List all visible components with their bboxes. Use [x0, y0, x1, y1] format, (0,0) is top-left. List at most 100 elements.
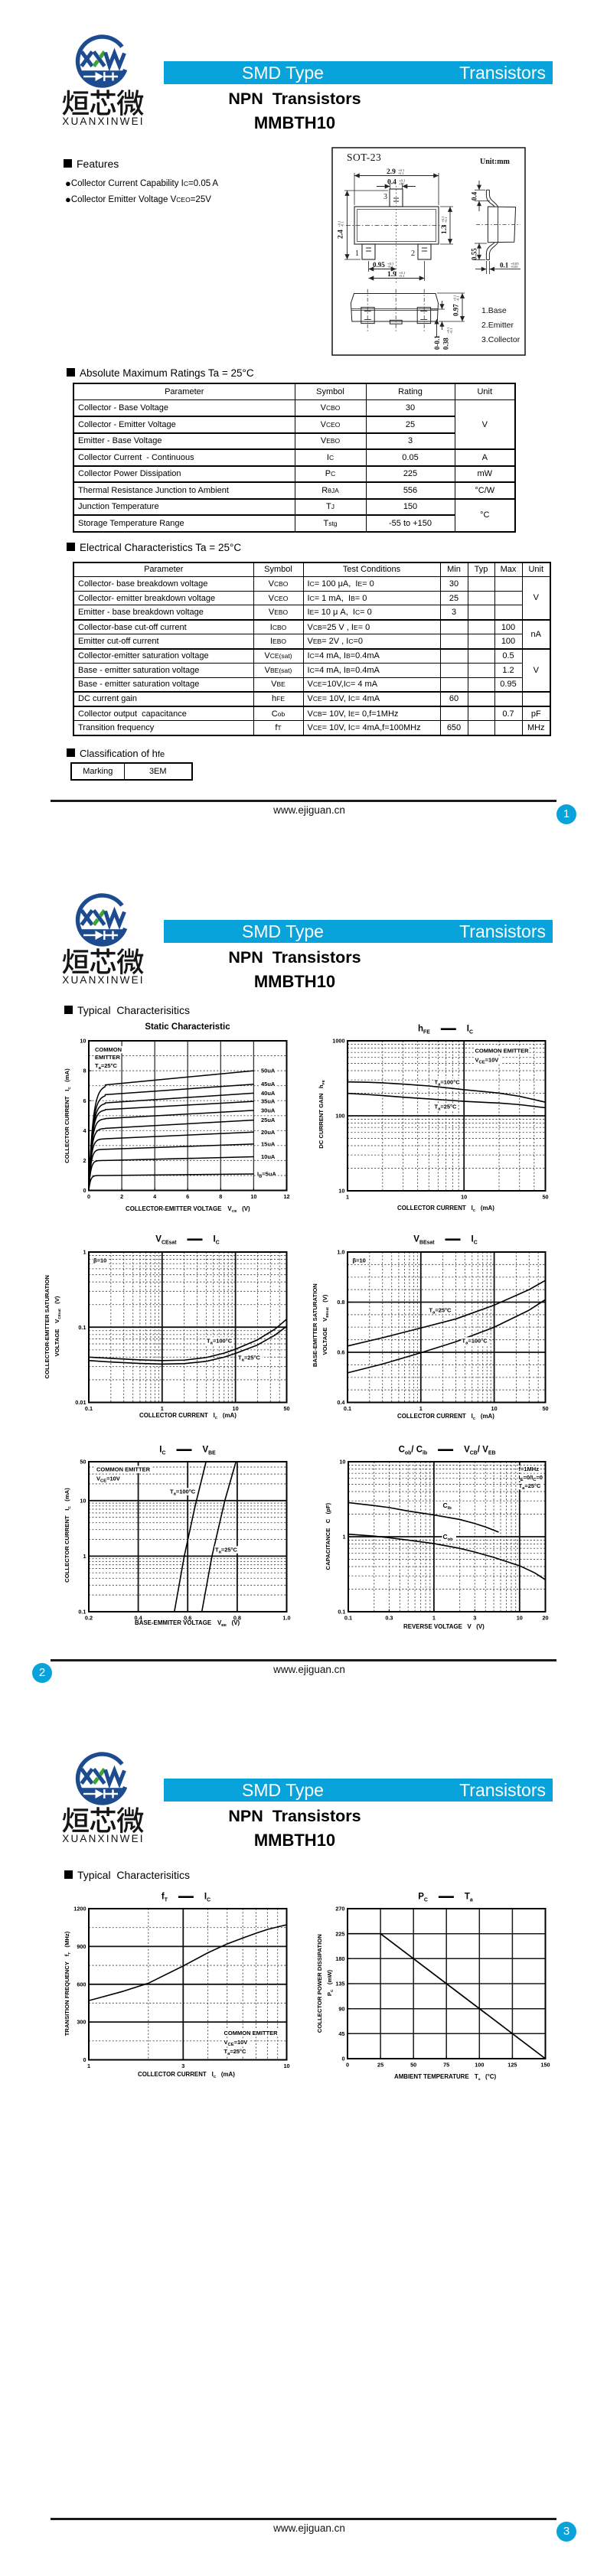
svg-text:0: 0 — [341, 2056, 344, 2062]
svg-text:1200: 1200 — [73, 1906, 86, 1912]
svg-text:fT: fT — [64, 1952, 72, 1957]
svg-text:-0.1: -0.1 — [340, 221, 344, 227]
svg-text:-0.1: -0.1 — [449, 328, 453, 334]
svg-text:2: 2 — [411, 249, 415, 258]
svg-text:0.55: 0.55 — [471, 248, 478, 260]
svg-text:IC: IC — [472, 1235, 478, 1246]
svg-text:IC: IC — [64, 1087, 72, 1091]
svg-text:TRANSITION FREQUENCY: TRANSITION FREQUENCY — [64, 1957, 70, 2036]
svg-text:25uA: 25uA — [261, 1117, 276, 1123]
svg-text:50: 50 — [542, 1193, 548, 1200]
svg-text:1.3: 1.3 — [441, 225, 449, 234]
svg-text:Ta=25°C: Ta=25°C — [434, 1103, 457, 1111]
svg-text:COLLECTOR CURRENT: COLLECTOR CURRENT — [139, 1412, 213, 1419]
svg-text:3: 3 — [181, 2062, 184, 2069]
svg-text:3: 3 — [473, 1615, 476, 1622]
svg-text:BASE-EMITTER SATURATION: BASE-EMITTER SATURATION — [312, 1283, 318, 1367]
svg-text:225: 225 — [335, 1930, 344, 1937]
svg-text:IC: IC — [64, 1506, 72, 1511]
svg-text:50: 50 — [283, 1405, 289, 1412]
svg-text:3: 3 — [383, 193, 387, 201]
svg-text:COLLECTOR-EMITTER SATURATION: COLLECTOR-EMITTER SATURATION — [44, 1275, 51, 1379]
svg-text:(V): (V) — [227, 1619, 240, 1626]
svg-text:BASE-EMMITER VOLTAGE: BASE-EMMITER VOLTAGE — [135, 1619, 217, 1626]
svg-text:1: 1 — [432, 1615, 435, 1622]
svg-text:+0.1: +0.1 — [446, 327, 450, 334]
svg-text:0: 0 — [83, 2056, 86, 2063]
svg-text:-0.1: -0.1 — [455, 295, 459, 302]
svg-text:-0.05: -0.05 — [511, 265, 518, 269]
svg-text:+0.1: +0.1 — [399, 271, 406, 275]
svg-text:0.8: 0.8 — [337, 1299, 344, 1306]
svg-text:125: 125 — [507, 2062, 517, 2069]
svg-text:VCEsat: VCEsat — [54, 1309, 62, 1323]
svg-text:(mA): (mA) — [64, 1068, 70, 1087]
svg-text:Cib: Cib — [416, 1446, 427, 1456]
svg-text:600: 600 — [77, 1981, 86, 1987]
svg-text:VCE=10V: VCE=10V — [224, 2039, 247, 2047]
svg-text:0: 0 — [345, 2062, 348, 2069]
svg-text:(V): (V) — [321, 1294, 328, 1307]
svg-text:Ta=100°C: Ta=100°C — [170, 1488, 196, 1496]
svg-text:90: 90 — [338, 2005, 344, 2012]
svg-text:(°C): (°C) — [480, 2073, 496, 2080]
svg-text:1: 1 — [83, 1553, 86, 1560]
svg-text:SOT-23: SOT-23 — [347, 152, 381, 163]
svg-text:0.1: 0.1 — [343, 1405, 351, 1412]
svg-text:β=10: β=10 — [352, 1257, 365, 1264]
svg-text:(V): (V) — [237, 1205, 250, 1212]
svg-text:Ta=100°C: Ta=100°C — [434, 1078, 460, 1087]
svg-text:1.Base: 1.Base — [481, 306, 507, 315]
svg-text:+0.1: +0.1 — [399, 178, 406, 182]
svg-text:IC: IC — [159, 1446, 165, 1456]
svg-text:Ta=25°C: Ta=25°C — [238, 1354, 261, 1362]
svg-text:VBE: VBE — [217, 1619, 227, 1628]
svg-text:10: 10 — [339, 1459, 345, 1466]
svg-text:-0.1: -0.1 — [398, 171, 404, 175]
svg-text:0: 0 — [83, 1187, 86, 1194]
svg-text:IC: IC — [212, 2071, 217, 2079]
svg-text:Cob: Cob — [399, 1446, 412, 1456]
svg-text:2.4: 2.4 — [338, 230, 345, 239]
svg-text:8: 8 — [83, 1068, 86, 1074]
svg-text:hFE: hFE — [318, 1079, 326, 1088]
svg-text:+0.1: +0.1 — [398, 168, 405, 172]
svg-text:COLLECTOR CURRENT: COLLECTOR CURRENT — [64, 1511, 70, 1583]
svg-text:10: 10 — [283, 2062, 289, 2069]
svg-text:10: 10 — [461, 1193, 467, 1200]
svg-text:IC: IC — [214, 1235, 220, 1246]
svg-text:75: 75 — [443, 2062, 449, 2069]
svg-text:(mW): (mW) — [326, 1969, 333, 1989]
svg-text:+0.1: +0.1 — [441, 216, 445, 223]
svg-text:VCE=10V: VCE=10V — [475, 1056, 498, 1065]
svg-text:Ta=100°C: Ta=100°C — [207, 1337, 233, 1345]
svg-text:1: 1 — [345, 1193, 348, 1200]
svg-text:IB=5uA: IB=5uA — [257, 1171, 276, 1179]
svg-text:25: 25 — [377, 2062, 383, 2069]
svg-text:fT: fT — [162, 1893, 168, 1903]
svg-text:CAPACITANCE C (pF): CAPACITANCE C (pF) — [325, 1502, 331, 1570]
svg-text:(mA): (mA) — [475, 1205, 494, 1211]
svg-text:30uA: 30uA — [261, 1107, 276, 1114]
svg-text:(MHz): (MHz) — [64, 1931, 70, 1952]
svg-text:0.2: 0.2 — [85, 1614, 93, 1621]
svg-text:1: 1 — [419, 1405, 422, 1412]
svg-text:Cib: Cib — [442, 1502, 452, 1511]
svg-text:0.4: 0.4 — [387, 179, 397, 187]
svg-text:300: 300 — [77, 2019, 86, 2026]
svg-text:1.9: 1.9 — [387, 271, 397, 279]
svg-text:COMMON EMITTER: COMMON EMITTER — [96, 1466, 151, 1472]
svg-text:10: 10 — [80, 1497, 86, 1504]
svg-text:8: 8 — [219, 1193, 222, 1200]
svg-text:50: 50 — [542, 1405, 548, 1412]
svg-text:1: 1 — [83, 1248, 86, 1255]
svg-text:0.1: 0.1 — [344, 1615, 351, 1622]
svg-text:VCE: VCE — [227, 1205, 237, 1214]
svg-text:DC CURRENT GAIN: DC CURRENT GAIN — [318, 1088, 325, 1149]
svg-text:-0.1: -0.1 — [444, 217, 448, 223]
svg-text:IC: IC — [214, 1412, 218, 1420]
svg-text:1: 1 — [161, 1405, 164, 1412]
svg-text:VCB: VCB — [464, 1446, 478, 1456]
svg-text:15uA: 15uA — [261, 1140, 276, 1147]
svg-text:0.4: 0.4 — [471, 191, 478, 201]
